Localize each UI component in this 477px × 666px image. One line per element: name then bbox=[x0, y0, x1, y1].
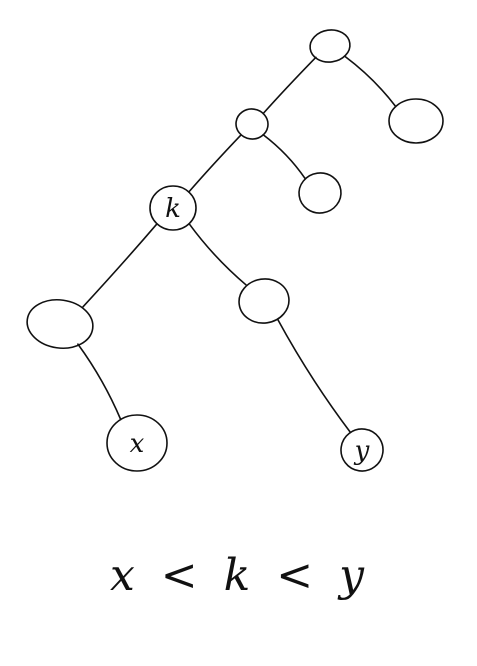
tree-node-node-x-circle bbox=[106, 414, 168, 472]
tree-node-root-circle bbox=[309, 29, 351, 63]
edge-root-to-left-child bbox=[262, 56, 317, 115]
tree-node-k-right bbox=[238, 278, 290, 324]
edge-left-child-to-node-k bbox=[188, 134, 242, 193]
edge-k-right-to-node-y bbox=[276, 318, 352, 434]
edge-node-k-to-k-left bbox=[82, 223, 158, 308]
tree-node-node-k-label: k bbox=[165, 194, 181, 224]
tree-node-root bbox=[309, 29, 351, 63]
tree-node-left-child-circle bbox=[235, 108, 269, 140]
edge-k-left-to-node-x bbox=[77, 343, 122, 421]
tree-node-node-y-circle bbox=[340, 428, 384, 472]
tree-node-node-k-circle bbox=[149, 185, 197, 231]
tree-node-k-left-circle bbox=[26, 298, 94, 350]
tree-node-k-right-circle bbox=[238, 278, 290, 324]
edge-node-k-to-k-right bbox=[188, 222, 248, 287]
tree-node-left-child bbox=[235, 108, 269, 140]
edge-root-to-root-right bbox=[344, 55, 397, 108]
tree-edges bbox=[77, 55, 397, 434]
tree-node-node-y-label: y bbox=[354, 436, 370, 466]
tree-node-node-x: x bbox=[106, 414, 168, 472]
tree-node-node-x-label: x bbox=[130, 429, 145, 459]
edge-left-child-to-left-child-right bbox=[262, 133, 307, 180]
tree-nodes: k x y bbox=[26, 29, 444, 472]
tree-node-left-child-right-circle bbox=[298, 172, 342, 214]
tree-node-root-right bbox=[388, 98, 444, 144]
tree-node-node-k: k bbox=[149, 185, 197, 231]
tree-node-k-left bbox=[26, 298, 94, 350]
inequality-caption: x < k < y bbox=[110, 550, 370, 601]
tree-node-root-right-circle bbox=[388, 98, 444, 144]
tree-node-node-y: y bbox=[340, 428, 384, 472]
tree-node-left-child-right bbox=[298, 172, 342, 214]
